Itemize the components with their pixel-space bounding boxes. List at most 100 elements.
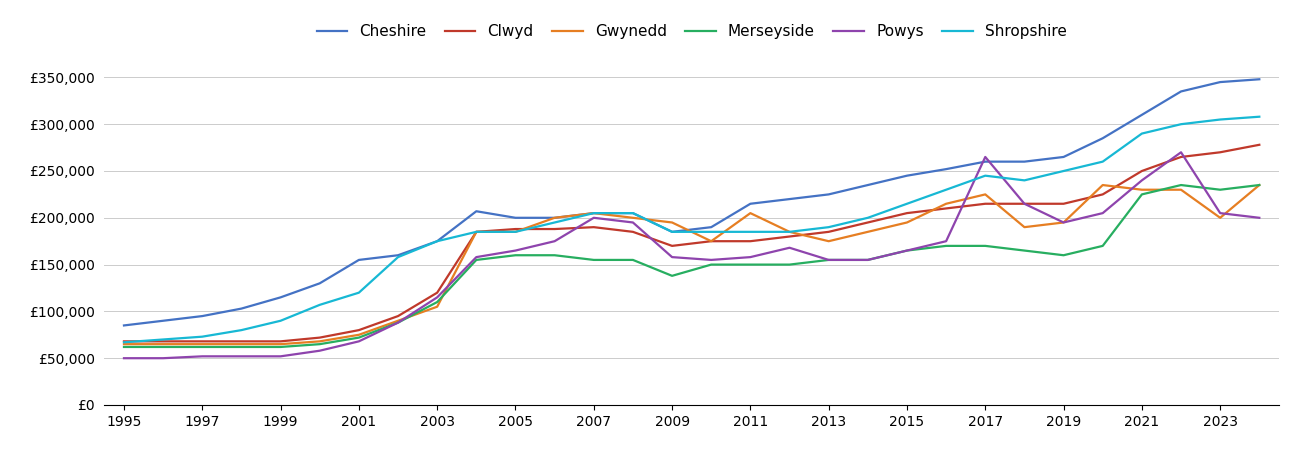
- Cheshire: [1212, 79, 1228, 85]
- Gwynedd: [860, 229, 876, 234]
- Merseyside: [390, 320, 406, 325]
- Powys: [390, 320, 406, 325]
- Powys: [1251, 215, 1267, 220]
- Clwyd: [743, 238, 758, 244]
- Cheshire: [782, 196, 797, 202]
- Cheshire: [155, 318, 171, 324]
- Gwynedd: [351, 332, 367, 338]
- Shropshire: [1056, 168, 1071, 174]
- Cheshire: [1056, 154, 1071, 160]
- Cheshire: [743, 201, 758, 207]
- Merseyside: [429, 299, 445, 305]
- Clwyd: [429, 290, 445, 295]
- Merseyside: [351, 335, 367, 340]
- Cheshire: [899, 173, 915, 178]
- Powys: [821, 257, 837, 263]
- Cheshire: [1173, 89, 1189, 94]
- Shropshire: [1251, 114, 1267, 119]
- Merseyside: [508, 252, 523, 258]
- Shropshire: [821, 225, 837, 230]
- Cheshire: [664, 229, 680, 234]
- Cheshire: [547, 215, 562, 220]
- Merseyside: [234, 344, 249, 350]
- Merseyside: [547, 252, 562, 258]
- Clwyd: [899, 211, 915, 216]
- Powys: [743, 254, 758, 260]
- Shropshire: [547, 220, 562, 225]
- Cheshire: [586, 211, 602, 216]
- Powys: [664, 254, 680, 260]
- Powys: [273, 354, 288, 359]
- Powys: [586, 215, 602, 220]
- Shropshire: [273, 318, 288, 324]
- Clwyd: [234, 339, 249, 344]
- Powys: [782, 245, 797, 251]
- Gwynedd: [899, 220, 915, 225]
- Clwyd: [1134, 168, 1150, 174]
- Clwyd: [155, 339, 171, 344]
- Merseyside: [312, 342, 328, 347]
- Merseyside: [194, 344, 210, 350]
- Merseyside: [821, 257, 837, 263]
- Line: Merseyside: Merseyside: [124, 185, 1259, 347]
- Powys: [116, 356, 132, 361]
- Clwyd: [703, 238, 719, 244]
- Merseyside: [1095, 243, 1111, 248]
- Clwyd: [664, 243, 680, 248]
- Shropshire: [1134, 131, 1150, 136]
- Merseyside: [1212, 187, 1228, 193]
- Powys: [194, 354, 210, 359]
- Cheshire: [351, 257, 367, 263]
- Line: Cheshire: Cheshire: [124, 79, 1259, 325]
- Clwyd: [468, 229, 484, 234]
- Gwynedd: [625, 215, 641, 220]
- Powys: [547, 238, 562, 244]
- Powys: [1095, 211, 1111, 216]
- Cheshire: [468, 208, 484, 214]
- Gwynedd: [273, 342, 288, 347]
- Gwynedd: [1017, 225, 1032, 230]
- Merseyside: [860, 257, 876, 263]
- Powys: [1017, 201, 1032, 207]
- Powys: [429, 295, 445, 300]
- Merseyside: [1056, 252, 1071, 258]
- Powys: [155, 356, 171, 361]
- Gwynedd: [1173, 187, 1189, 193]
- Merseyside: [468, 257, 484, 263]
- Cheshire: [938, 166, 954, 172]
- Shropshire: [468, 229, 484, 234]
- Gwynedd: [547, 215, 562, 220]
- Shropshire: [860, 215, 876, 220]
- Cheshire: [116, 323, 132, 328]
- Shropshire: [977, 173, 993, 178]
- Powys: [234, 354, 249, 359]
- Cheshire: [194, 313, 210, 319]
- Merseyside: [899, 248, 915, 253]
- Clwyd: [1251, 142, 1267, 148]
- Clwyd: [116, 339, 132, 344]
- Clwyd: [1173, 154, 1189, 160]
- Gwynedd: [977, 192, 993, 197]
- Shropshire: [743, 229, 758, 234]
- Line: Gwynedd: Gwynedd: [124, 185, 1259, 344]
- Clwyd: [586, 225, 602, 230]
- Shropshire: [429, 238, 445, 244]
- Legend: Cheshire, Clwyd, Gwynedd, Merseyside, Powys, Shropshire: Cheshire, Clwyd, Gwynedd, Merseyside, Po…: [317, 24, 1066, 39]
- Clwyd: [351, 328, 367, 333]
- Clwyd: [390, 313, 406, 319]
- Gwynedd: [508, 229, 523, 234]
- Merseyside: [703, 262, 719, 267]
- Clwyd: [547, 226, 562, 232]
- Gwynedd: [468, 229, 484, 234]
- Shropshire: [390, 254, 406, 260]
- Shropshire: [1017, 178, 1032, 183]
- Merseyside: [664, 273, 680, 279]
- Cheshire: [821, 192, 837, 197]
- Shropshire: [234, 328, 249, 333]
- Merseyside: [586, 257, 602, 263]
- Cheshire: [312, 281, 328, 286]
- Line: Powys: Powys: [124, 152, 1259, 358]
- Clwyd: [625, 229, 641, 234]
- Merseyside: [938, 243, 954, 248]
- Cheshire: [508, 215, 523, 220]
